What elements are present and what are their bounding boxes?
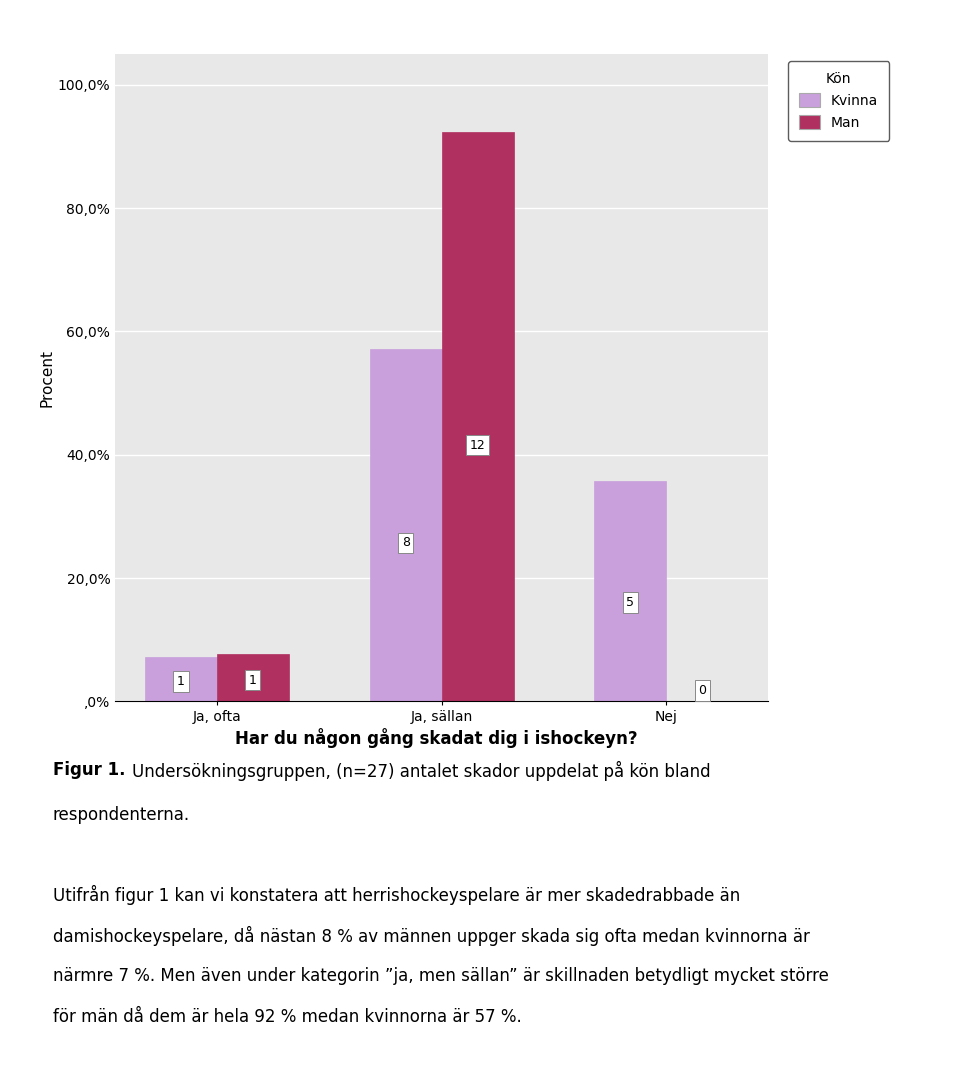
Text: 8: 8	[401, 536, 410, 549]
Text: 1: 1	[177, 675, 184, 688]
Text: 12: 12	[469, 439, 486, 452]
Bar	[442, 133, 514, 701]
Text: respondenterna.: respondenterna.	[53, 806, 190, 824]
Text: Utifrån figur 1 kan vi konstatera att herrishockeyspelare är mer skadedrabbade ä: Utifrån figur 1 kan vi konstatera att he…	[53, 885, 740, 905]
Text: damishockeyspelare, då nästan 8 % av männen uppger skada sig ofta medan kvinnorn: damishockeyspelare, då nästan 8 % av män…	[53, 926, 809, 946]
Bar	[594, 481, 666, 701]
Text: Figur 1.: Figur 1.	[53, 761, 126, 779]
Legend: Kvinna, Man: Kvinna, Man	[788, 60, 889, 140]
Text: 0: 0	[698, 684, 707, 697]
Bar	[145, 657, 217, 701]
Text: Har du någon gång skadat dig i ishockeyn?: Har du någon gång skadat dig i ishockeyn…	[235, 728, 638, 749]
Y-axis label: Procent: Procent	[39, 349, 54, 407]
Text: 5: 5	[627, 596, 635, 609]
Text: närmre 7 %. Men även under kategorin ”ja, men sällan” är skillnaden betydligt my: närmre 7 %. Men även under kategorin ”ja…	[53, 967, 828, 985]
Bar	[217, 654, 289, 701]
Bar	[370, 349, 442, 701]
Text: Undersökningsgruppen, (n=27) antalet skador uppdelat på kön bland: Undersökningsgruppen, (n=27) antalet ska…	[132, 761, 710, 781]
Text: 1: 1	[249, 673, 256, 686]
Text: för män då dem är hela 92 % medan kvinnorna är 57 %.: för män då dem är hela 92 % medan kvinno…	[53, 1008, 521, 1026]
